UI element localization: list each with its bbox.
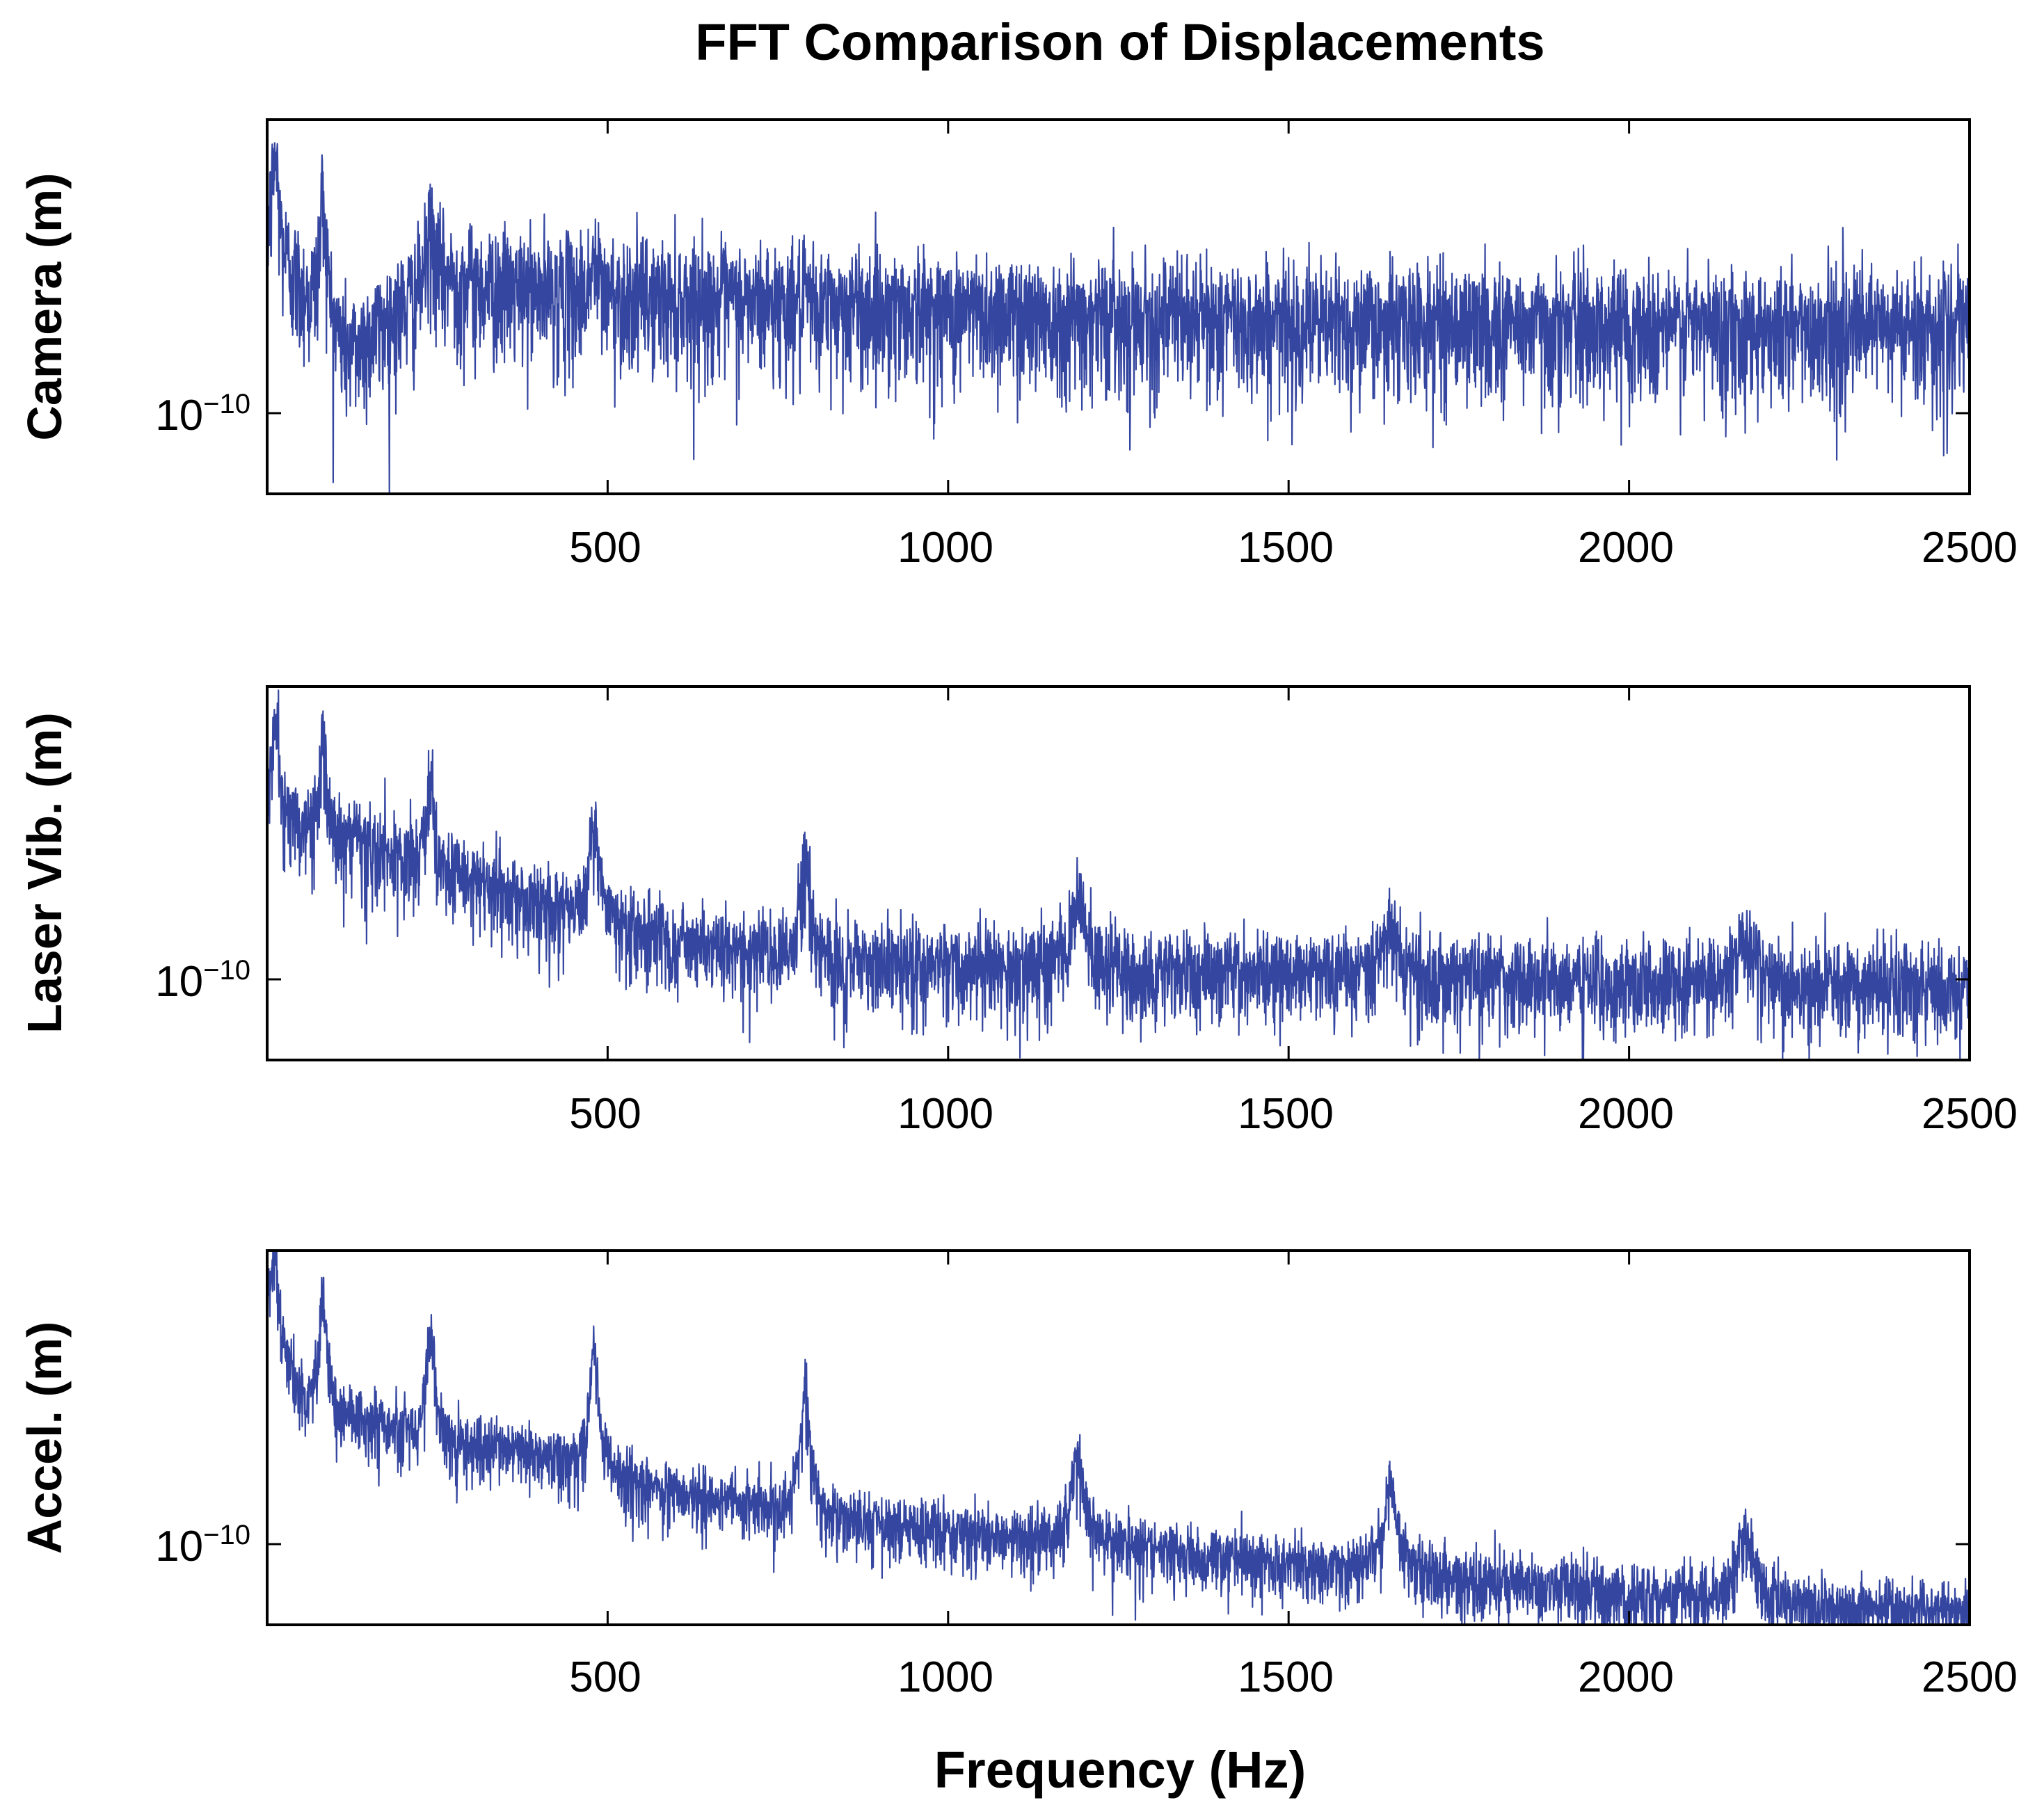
y-tick-exponent: −10 <box>203 389 250 419</box>
y-tick-camera: 10−10 <box>155 389 1970 440</box>
series-line-camera <box>266 142 1971 494</box>
series-line-laser-vib <box>266 689 1971 1061</box>
y-axis-label-accel: Accel. (m) <box>17 1322 72 1555</box>
axes-frame-laser <box>266 685 1971 1061</box>
x-tick-label: 500 <box>569 1090 641 1138</box>
x-tick-label: 1000 <box>897 524 993 572</box>
x-tick-label: 500 <box>569 1653 641 1701</box>
plot-area-camera <box>266 142 1971 494</box>
x-tick-label: 1500 <box>1238 1653 1334 1701</box>
x-tick-label: 2000 <box>1578 1653 1674 1701</box>
y-axis-label-laser-vib: Laser Vib. (m) <box>17 712 72 1034</box>
x-tick-label: 2000 <box>1578 524 1674 572</box>
axes-frame-camera <box>266 118 1971 495</box>
plot-area-accel <box>266 1249 1971 1626</box>
y-tick-exponent: −10 <box>203 1520 250 1550</box>
y-tick-label: 10−10 <box>155 1520 250 1571</box>
panel-laser-vib: 500 1000 1500 2000 2500 10−10 Laser Vib.… <box>17 685 2018 1138</box>
axes-frame-accel <box>266 1249 1971 1626</box>
chart-title: FFT Comparison of Displacements <box>695 13 1544 71</box>
y-tick-laser: 10−10 <box>155 955 1970 1006</box>
y-tick-exponent: −10 <box>203 955 250 986</box>
x-tick-label: 2000 <box>1578 1090 1674 1138</box>
y-axis-label-camera: Camera (m) <box>17 172 72 440</box>
x-axis-label: Frequency (Hz) <box>934 1741 1307 1799</box>
x-tick-label: 1000 <box>897 1653 993 1701</box>
y-tick-base: 10 <box>155 958 203 1006</box>
x-tick-label: 1500 <box>1238 1090 1334 1138</box>
x-tick-label: 1500 <box>1238 524 1334 572</box>
plot-area-laser <box>266 689 1971 1061</box>
y-tick-base: 10 <box>155 392 203 440</box>
x-tick-label: 2500 <box>1922 1653 2018 1701</box>
x-tick-label: 500 <box>569 524 641 572</box>
x-tick-label: 2500 <box>1922 1090 2018 1138</box>
y-tick-label: 10−10 <box>155 955 250 1006</box>
x-tick-label: 2500 <box>1922 524 2018 572</box>
panel-camera: 500 1000 1500 2000 2500 10−10 Camera (m) <box>17 118 2018 572</box>
x-axis-camera: 500 1000 1500 2000 2500 <box>569 120 2018 572</box>
y-tick-accel: 10−10 <box>155 1520 1970 1571</box>
x-axis-laser: 500 1000 1500 2000 2500 <box>569 687 2018 1138</box>
panel-accel: 500 1000 1500 2000 2500 10−10 Accel. (m) <box>17 1249 2018 1701</box>
x-axis-accel: 500 1000 1500 2000 2500 <box>569 1251 2018 1701</box>
x-tick-label: 1000 <box>897 1090 993 1138</box>
y-tick-label: 10−10 <box>155 389 250 440</box>
y-tick-base: 10 <box>155 1523 203 1571</box>
series-line-accel <box>266 1249 1971 1626</box>
